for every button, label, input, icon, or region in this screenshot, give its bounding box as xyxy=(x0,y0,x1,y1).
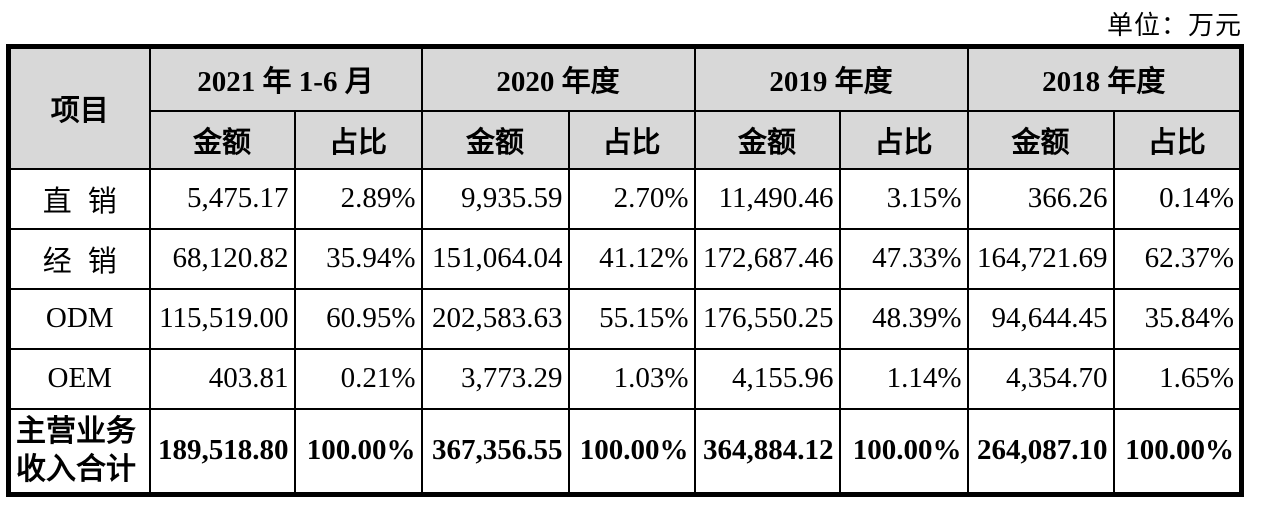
table-cell: 68,120.82 xyxy=(148,227,296,290)
table-cell: 11,490.46 xyxy=(693,167,841,230)
corner-header: 项目 xyxy=(7,45,151,170)
table-cell: 0.14% xyxy=(1112,167,1243,230)
total-row-label: 主营业务 收入合计 xyxy=(7,407,151,496)
total-label-line1: 主营业务 xyxy=(16,415,136,449)
subheader-ratio: 占比 xyxy=(1112,109,1243,170)
table-cell: 366.26 xyxy=(966,167,1115,230)
period-header-2020: 2020 年度 xyxy=(420,45,696,112)
table-cell: 100.00% xyxy=(838,407,969,496)
table-cell: 264,087.10 xyxy=(966,407,1115,496)
header-row-subcolumns: 金额 占比 金额 占比 金额 占比 金额 占比 xyxy=(9,109,1243,170)
revenue-breakdown-table: 项目 2021 年 1-6 月 2020 年度 2019 年度 2018 年度 … xyxy=(6,44,1244,497)
unit-note: 单位：万元 xyxy=(1106,11,1242,40)
table-cell: 4,354.70 xyxy=(966,347,1115,410)
header-row-periods: 项目 2021 年 1-6 月 2020 年度 2019 年度 2018 年度 xyxy=(7,45,1243,170)
table-cell: 4,155.96 xyxy=(693,347,841,410)
table-cell: 100.00% xyxy=(1112,407,1243,496)
table-cell: 189,518.80 xyxy=(148,407,296,496)
subheader-amount: 金额 xyxy=(148,109,296,170)
table-cell: 3,773.29 xyxy=(420,347,570,410)
period-header-2019: 2019 年度 xyxy=(693,45,969,112)
table-cell: 94,644.45 xyxy=(966,287,1115,350)
table-cell: 1.65% xyxy=(1112,347,1243,410)
table-cell: 47.33% xyxy=(838,227,969,290)
table-cell: 48.39% xyxy=(838,287,969,350)
table-cell: 0.21% xyxy=(293,347,423,410)
table-cell: 2.70% xyxy=(567,167,696,230)
table-cell: 202,583.63 xyxy=(420,287,570,350)
table-cell: 60.95% xyxy=(293,287,423,350)
total-label-line2: 收入合计 xyxy=(16,452,136,486)
table-cell: 3.15% xyxy=(838,167,969,230)
subheader-amount: 金额 xyxy=(420,109,570,170)
table-cell: 62.37% xyxy=(1112,227,1243,290)
table-cell: 9,935.59 xyxy=(420,167,570,230)
subheader-amount: 金额 xyxy=(966,109,1115,170)
subheader-ratio: 占比 xyxy=(293,109,423,170)
row-label: OEM xyxy=(7,347,151,410)
table-row-direct-sales: 直销 5,475.17 2.89% 9,935.59 2.70% 11,490.… xyxy=(7,167,1243,230)
table-cell: 35.84% xyxy=(1112,287,1243,350)
subheader-amount: 金额 xyxy=(693,109,841,170)
row-label: 直销 xyxy=(7,167,151,230)
table-cell: 364,884.12 xyxy=(693,407,841,496)
table-cell: 172,687.46 xyxy=(693,227,841,290)
table-cell: 115,519.00 xyxy=(148,287,296,350)
table-cell: 41.12% xyxy=(567,227,696,290)
subheader-ratio: 占比 xyxy=(838,109,969,170)
table-row-distribution: 经销 68,120.82 35.94% 151,064.04 41.12% 17… xyxy=(7,227,1243,290)
table-cell: 100.00% xyxy=(293,407,423,496)
table-row-total: 主营业务 收入合计 189,518.80 100.00% 367,356.55 … xyxy=(7,407,1243,496)
table-cell: 35.94% xyxy=(293,227,423,290)
period-header-2021h1: 2021 年 1-6 月 xyxy=(148,45,423,112)
table-cell: 100.00% xyxy=(567,407,696,496)
row-label: 经销 xyxy=(7,227,151,290)
table-cell: 2.89% xyxy=(293,167,423,230)
table-row-oem: OEM 403.81 0.21% 3,773.29 1.03% 4,155.96… xyxy=(7,347,1243,410)
table-cell: 164,721.69 xyxy=(966,227,1115,290)
table-cell: 403.81 xyxy=(148,347,296,410)
table-cell: 55.15% xyxy=(567,287,696,350)
table-cell: 176,550.25 xyxy=(693,287,841,350)
table-cell: 5,475.17 xyxy=(148,167,296,230)
row-label: ODM xyxy=(7,287,151,350)
table-cell: 1.03% xyxy=(567,347,696,410)
table-row-odm: ODM 115,519.00 60.95% 202,583.63 55.15% … xyxy=(7,287,1243,350)
table-cell: 151,064.04 xyxy=(420,227,570,290)
subheader-ratio: 占比 xyxy=(567,109,696,170)
period-header-2018: 2018 年度 xyxy=(966,45,1243,112)
table-cell: 1.14% xyxy=(838,347,969,410)
table-cell: 367,356.55 xyxy=(420,407,570,496)
